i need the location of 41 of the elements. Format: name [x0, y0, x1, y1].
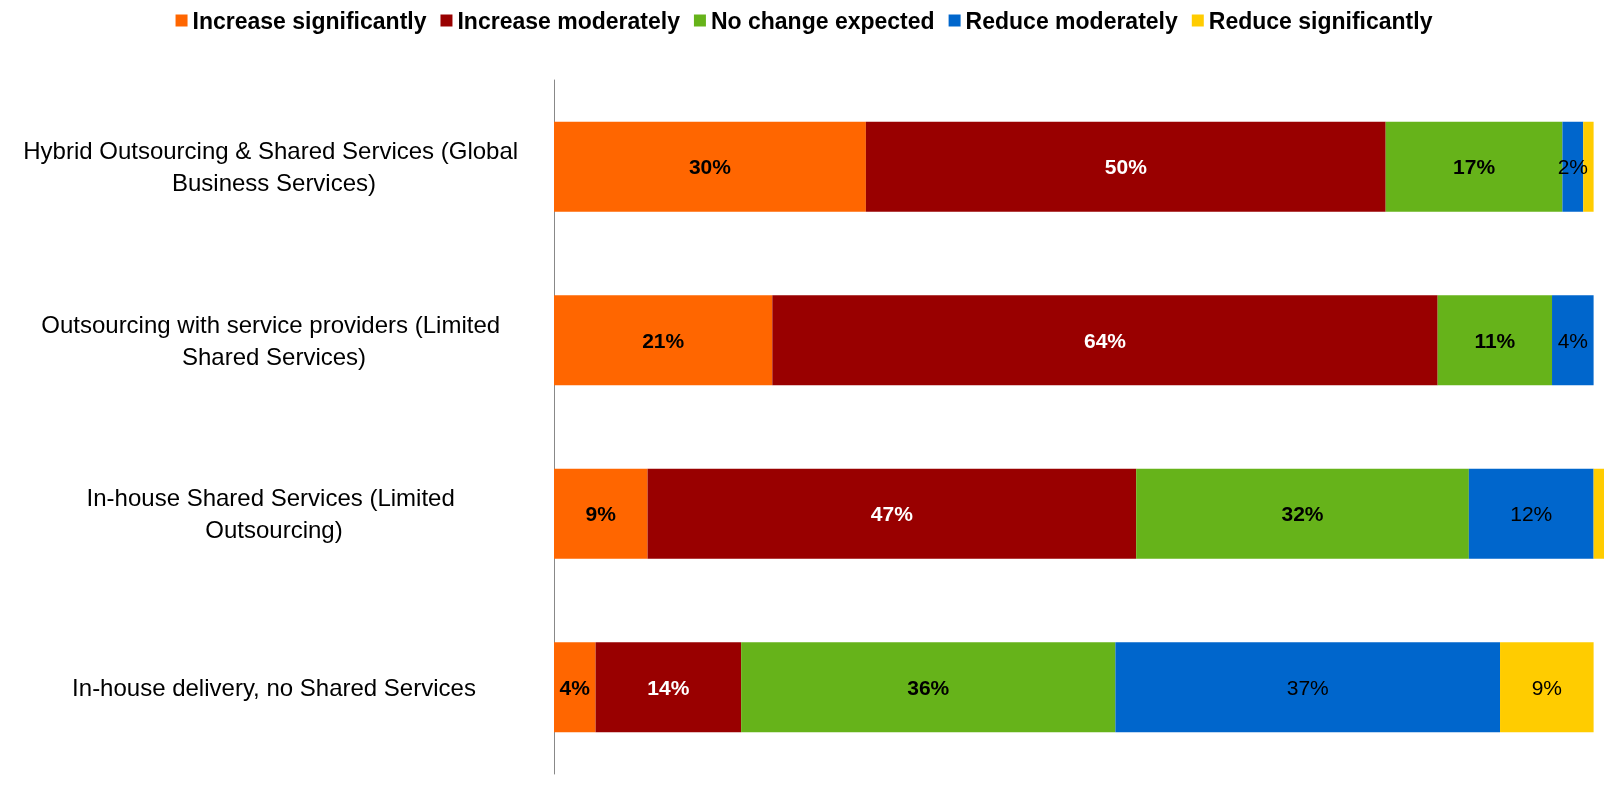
legend-label: No change expected: [710, 7, 935, 34]
bar: [865, 121, 1386, 212]
data-label: 14%: [647, 675, 690, 699]
data-label: 11%: [1474, 328, 1516, 352]
bar: [741, 642, 1116, 733]
bar: [554, 295, 773, 386]
bar: [1552, 295, 1594, 386]
bar: [554, 642, 596, 733]
y-tick-label: In-house Shared Services (Limited Outsourcing): [86, 484, 462, 544]
data-label: 17%: [1453, 155, 1496, 179]
legend-label: Reduce significantly: [1208, 7, 1433, 34]
legend-label: Reduce moderately: [965, 7, 1178, 34]
data-label: 9%: [585, 502, 617, 526]
bar: [554, 121, 866, 212]
data-label: 9%: [1531, 675, 1562, 699]
bar: [1468, 468, 1594, 559]
data-label: 21%: [642, 328, 685, 352]
bar: [647, 468, 1137, 559]
data-label: 64%: [1083, 328, 1127, 352]
data-label: 4%: [559, 675, 591, 699]
legend-label: Increase significantly: [192, 7, 427, 34]
data-label: 50%: [1104, 155, 1148, 179]
bar: [554, 468, 648, 559]
y-tick-label: Hybrid Outsourcing & Shared Services (Global Business Services): [23, 137, 525, 197]
bar: [1115, 642, 1501, 733]
data-label: 4%: [1557, 328, 1588, 352]
bar: [1593, 468, 1604, 559]
y-tick-label: In-house delivery, no Shared Services: [72, 673, 476, 701]
bar: [772, 295, 1438, 386]
data-label: 36%: [907, 675, 950, 699]
y-tick-label: Outsourcing with service providers (Limited Shared Services): [41, 310, 507, 370]
data-label: 37%: [1286, 675, 1329, 699]
bar: [1437, 295, 1553, 386]
bar: [595, 642, 742, 733]
data-label: 32%: [1281, 502, 1324, 526]
data-label: 30%: [688, 155, 732, 179]
bar: [1500, 642, 1594, 733]
bar: [1136, 468, 1469, 559]
data-label: 12%: [1510, 502, 1553, 526]
legend-label: Increase moderately: [457, 7, 681, 34]
data-label: 47%: [870, 502, 914, 526]
